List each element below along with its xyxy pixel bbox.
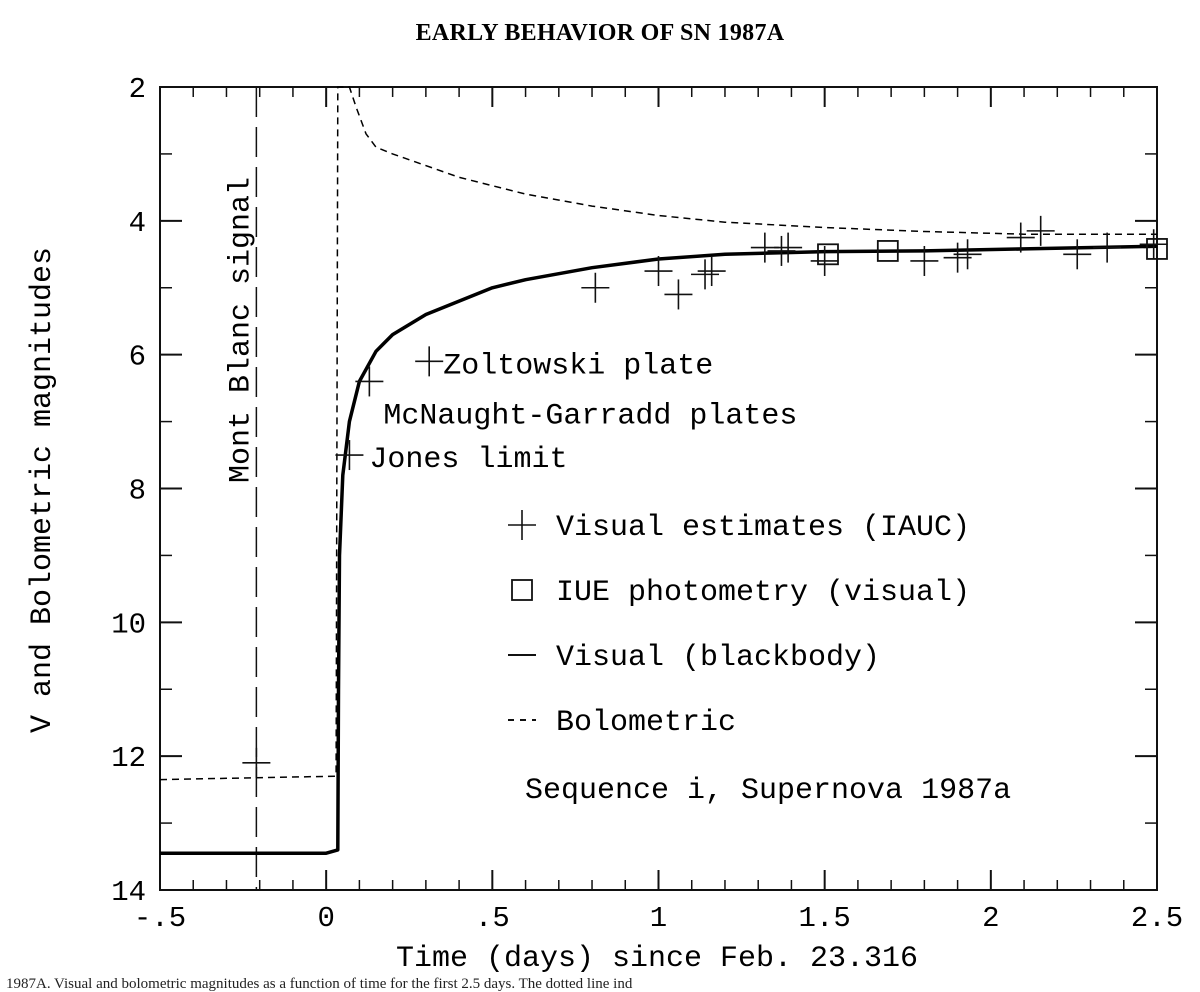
y-tick-label: 2 — [129, 73, 146, 106]
visual-estimate-point — [810, 245, 839, 276]
y-tick-label: 12 — [111, 742, 146, 775]
axis-ticks — [159, 86, 1158, 891]
chart-legend: Visual estimates (IAUC) IUE photometry (v… — [508, 510, 1011, 808]
x-tick-label: 1.5 — [799, 902, 851, 935]
legend-label: Visual (blackbody) — [556, 641, 880, 675]
x-tick-label: 2.5 — [1131, 902, 1183, 935]
tick-labels: -.5 0 .5 1 1.5 2 2.5 2 4 6 8 10 12 14 — [111, 73, 1183, 935]
chart-title: EARLY BEHAVIOR OF SN 1987A — [416, 20, 785, 46]
y-axis-label: V and Bolometric magnitudes — [26, 247, 60, 733]
mont-blanc-signal-label: Mont Blanc signal — [224, 177, 258, 483]
visual-blackbody-line — [160, 244, 1158, 855]
chart-annotations: Zoltowski plate McNaught-Garradd plates Jo… — [369, 349, 797, 477]
y-tick-label: 10 — [111, 608, 146, 641]
legend-entry: Visual (blackbody) — [508, 641, 880, 675]
chart-lines — [159, 86, 1158, 855]
x-tick-label: -.5 — [134, 902, 186, 935]
legend-label: Bolometric — [556, 706, 736, 740]
visual-estimate-point — [1139, 229, 1168, 260]
legend-square-marker — [511, 579, 533, 601]
visual-estimate-point — [953, 239, 982, 270]
legend-entry: Visual estimates (IAUC) — [508, 510, 970, 545]
chart-markers — [242, 215, 1168, 778]
y-tick-label: 14 — [111, 876, 146, 909]
point-annotation: Zoltowski plate — [443, 349, 713, 383]
visual-estimate-point — [644, 256, 673, 287]
figure-caption-fragment: 1987A. Visual and bolometric magnitudes … — [6, 976, 633, 992]
y-tick-label: 4 — [129, 207, 146, 240]
point-annotation: McNaught-Garradd plates — [383, 399, 797, 433]
y-tick-label: 6 — [129, 341, 146, 374]
iue-photometry-point — [817, 243, 839, 266]
visual-estimate-point — [664, 279, 693, 310]
y-tick-label: 8 — [129, 475, 146, 508]
visual-estimate-point — [691, 259, 720, 290]
visual-estimate-point — [335, 440, 364, 471]
visual-estimate-point — [1093, 232, 1122, 263]
visual-estimate-point — [1026, 215, 1055, 246]
x-tick-label: .5 — [475, 902, 510, 935]
x-tick-label: 0 — [317, 902, 334, 935]
visual-estimate-point — [767, 235, 796, 266]
visual-estimate-point — [910, 245, 939, 276]
visual-estimate-point — [415, 346, 444, 377]
legend-entry: Bolometric — [508, 706, 736, 740]
sequence-note: Sequence i, Supernova 1987a — [525, 774, 1011, 808]
legend-label: Visual estimates (IAUC) — [556, 511, 970, 545]
visual-estimate-point — [1006, 222, 1035, 253]
plot-frame — [159, 86, 1158, 891]
bolometric-dashed-line — [159, 86, 1157, 781]
x-tick-label: 1 — [650, 902, 667, 935]
visual-estimate-point — [1063, 239, 1092, 270]
mont-blanc-reference: Mont Blanc signal — [224, 87, 258, 890]
legend-label: IUE photometry (visual) — [556, 576, 970, 610]
visual-estimate-point — [242, 747, 271, 778]
visual-estimate-point — [355, 366, 384, 397]
legend-entry: IUE photometry (visual) — [511, 576, 970, 610]
iue-photometry-point — [1146, 238, 1168, 260]
x-tick-label: 2 — [982, 902, 999, 935]
point-annotation: Jones limit — [369, 443, 567, 477]
visual-estimate-point — [581, 272, 610, 303]
visual-estimate-point — [697, 256, 726, 287]
visual-estimate-point — [774, 232, 803, 263]
iue-photometry-point — [876, 240, 899, 262]
x-axis-label: Time (days) since Feb. 23.316 — [396, 942, 918, 976]
